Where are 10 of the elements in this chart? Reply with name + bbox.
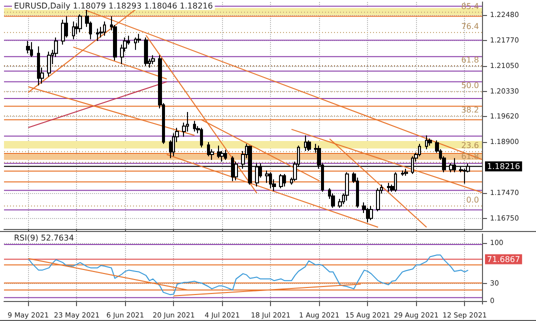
chart-title: RSI(9) 52.7634 xyxy=(14,234,74,242)
annotation: 23.6 xyxy=(461,141,479,150)
chart-title: EURUSD,Daily 1.18079 1.18293 1.18046 1.18216 xyxy=(14,2,213,10)
ref-line-label: 1.18216 xyxy=(487,162,520,171)
annotation: 76.4 xyxy=(461,22,479,32)
annotation: 38.2 xyxy=(461,105,479,114)
annotation: 50.0 xyxy=(461,81,479,90)
annotation: 0.0 xyxy=(466,195,479,204)
ref-line-label: 71.6867 xyxy=(487,254,520,264)
annotation: 61.8 xyxy=(461,55,479,64)
